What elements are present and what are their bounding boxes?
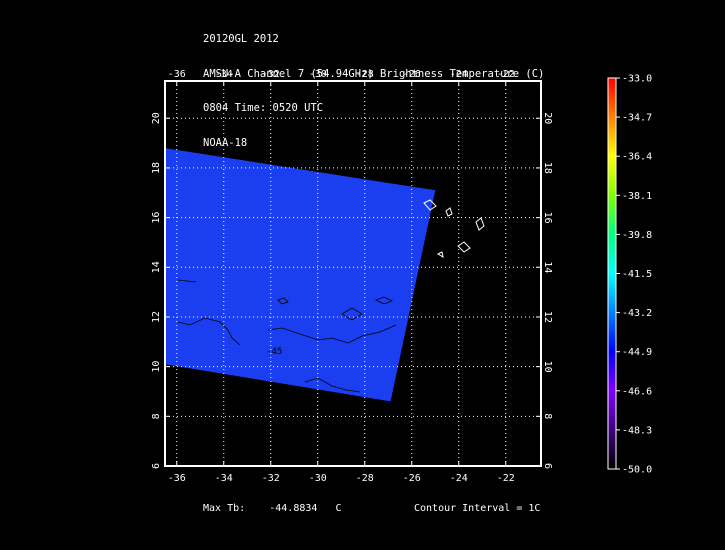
colorbar-label-5: -41.5 bbox=[622, 269, 652, 280]
contour-interval: Contour Interval = 1C bbox=[414, 503, 541, 514]
y-tick-label-left-5: 16 bbox=[151, 212, 162, 224]
y-tick-label-left-2: 10 bbox=[151, 361, 162, 373]
contour-white-e bbox=[436, 251, 444, 259]
contour-white-a bbox=[423, 199, 437, 211]
y-tick-label-left-3: 12 bbox=[151, 311, 162, 323]
y-tick-label-right-0: 6 bbox=[542, 463, 553, 469]
grid-layer bbox=[165, 81, 541, 467]
colorbar-label-0: -33.0 bbox=[622, 74, 652, 85]
title-line-satellite: NOAA-18 bbox=[203, 136, 248, 149]
x-tick-label-top-1: -34 bbox=[215, 69, 233, 80]
colorbar-label-8: -46.6 bbox=[622, 386, 652, 397]
max-tb-label: Max Tb: bbox=[203, 503, 246, 514]
x-tick-label-top-4: -28 bbox=[356, 69, 374, 80]
chart-title: 20120GL 2012 AMSU-A Channel 7 (54.94GHz)… bbox=[203, 11, 544, 161]
contour-central bbox=[267, 324, 397, 344]
x-tick-label-top-5: -26 bbox=[403, 69, 421, 80]
max-tb-unit: C bbox=[335, 503, 342, 514]
contour-west bbox=[177, 317, 241, 346]
x-tick-label-bottom-5: -26 bbox=[403, 473, 421, 484]
colorbar-label-10: -50.0 bbox=[622, 465, 652, 476]
x-tick-label-top-3: -30 bbox=[309, 69, 327, 80]
y-tick-label-left-0: 6 bbox=[151, 463, 162, 469]
y-tick-label-right-6: 18 bbox=[542, 162, 553, 174]
contour-layer: -45 bbox=[177, 199, 485, 393]
x-tick-label-top-2: -32 bbox=[262, 69, 280, 80]
contour-label: -45 bbox=[266, 347, 282, 357]
colorbar-label-4: -39.8 bbox=[622, 230, 652, 241]
title-line-channel: AMSU-A Channel 7 (54.94GHz) Brightness T… bbox=[203, 67, 545, 80]
colorbar-label-1: -34.7 bbox=[622, 113, 652, 124]
max-tb-readout: Max Tb: -44.8834 C bbox=[203, 503, 342, 514]
y-tick-label-right-3: 12 bbox=[542, 311, 553, 323]
swath-polygon bbox=[165, 148, 436, 402]
title-line-storm: 20120GL 2012 bbox=[203, 33, 279, 45]
plot-frame bbox=[164, 80, 542, 467]
x-tick-label-bottom-4: -28 bbox=[356, 473, 374, 484]
title-line-time: 0804 Time: 0520 UTC bbox=[203, 102, 324, 114]
colorbar-scale bbox=[607, 77, 617, 470]
colorbar-label-9: -48.3 bbox=[622, 425, 652, 436]
y-tick-label-left-7: 20 bbox=[151, 112, 162, 124]
x-tick-label-bottom-7: -22 bbox=[497, 473, 515, 484]
x-tick-label-bottom-0: -36 bbox=[168, 473, 186, 484]
y-tick-label-right-7: 20 bbox=[542, 112, 553, 124]
colorbar-label-7: -44.9 bbox=[622, 347, 652, 358]
contour-edge bbox=[177, 279, 197, 283]
x-tick-label-top-7: -22 bbox=[497, 69, 515, 80]
contour-white-b bbox=[445, 207, 453, 217]
contour-cell-b bbox=[375, 296, 393, 305]
x-tick-label-top-6: -24 bbox=[450, 69, 468, 80]
x-tick-label-bottom-2: -32 bbox=[262, 473, 280, 484]
contour-cell-a bbox=[341, 307, 363, 321]
y-tick-label-left-1: 8 bbox=[151, 413, 162, 419]
colorbar-label-2: -36.4 bbox=[622, 152, 652, 163]
swath-layer bbox=[165, 148, 436, 402]
x-tick-label-bottom-3: -30 bbox=[309, 473, 327, 484]
y-tick-label-left-4: 14 bbox=[151, 261, 162, 273]
contour-white-d bbox=[475, 217, 485, 231]
y-tick-label-right-2: 10 bbox=[542, 361, 553, 373]
y-tick-label-right-1: 8 bbox=[542, 413, 553, 419]
contour-white-c bbox=[457, 241, 471, 253]
colorbar: -33.0 -34.7 -36.4 -38.1 -39.8 -41.5 -43.2 -44.9… bbox=[607, 74, 652, 476]
colorbar-label-6: -43.2 bbox=[622, 308, 652, 319]
y-tick-label-right-4: 14 bbox=[542, 261, 553, 273]
tick-layer: -36 -36 -34 -34 -32 -32 -30 -30 -28 -28 -26 -26 -24 -… bbox=[151, 69, 553, 484]
frame-layer bbox=[164, 80, 542, 467]
contour-cell-c bbox=[277, 297, 289, 305]
y-tick-label-right-5: 16 bbox=[542, 212, 553, 224]
contour-south bbox=[304, 377, 361, 393]
x-tick-label-bottom-1: -34 bbox=[215, 473, 233, 484]
x-tick-label-top-0: -36 bbox=[168, 69, 186, 80]
x-tick-label-bottom-6: -24 bbox=[450, 473, 468, 484]
y-tick-label-left-6: 18 bbox=[151, 162, 162, 174]
max-tb-value: -44.8834 bbox=[269, 503, 318, 514]
colorbar-label-3: -38.1 bbox=[622, 191, 652, 202]
